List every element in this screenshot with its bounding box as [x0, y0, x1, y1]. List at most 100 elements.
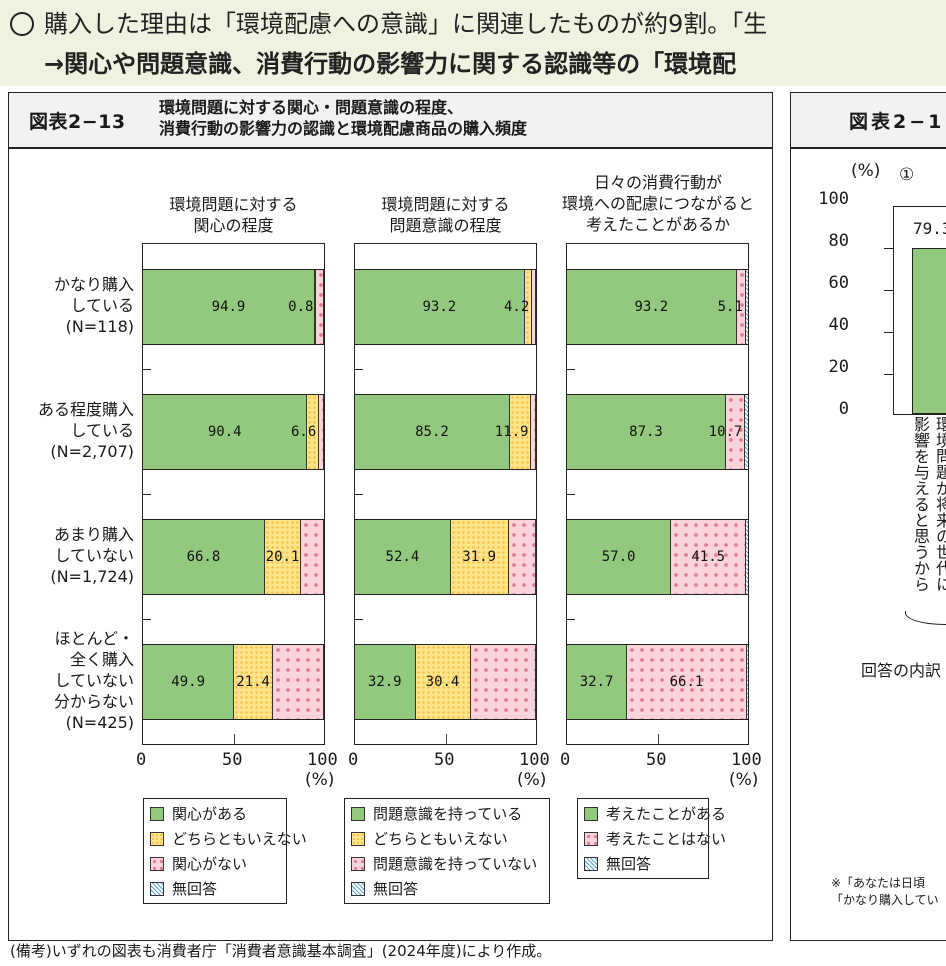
blue-hatched-swatch-icon	[150, 881, 164, 896]
bar-segment-blue	[535, 395, 536, 469]
bar-segment-green: 93.2	[355, 270, 524, 344]
y-tick-mark	[355, 494, 363, 495]
bar-segment-green: 93.2	[567, 270, 736, 344]
bar-value-label: 66.8	[186, 549, 221, 565]
chart-3-title-line: 環境への配慮につながると	[561, 194, 754, 213]
bar-segment-blue	[534, 520, 536, 594]
figure-number: 図表2−1	[849, 111, 945, 133]
x-tick-50: 50	[434, 750, 455, 770]
stacked-bar: 49.9 21.4	[143, 644, 324, 720]
row-label-2: ある程度購入 している (N=2,707)	[38, 399, 134, 462]
row-label-line: ある程度購入	[37, 400, 134, 419]
bar-value-label: 11.9	[494, 424, 529, 440]
chart-1-title-line: 環境問題に対する	[169, 195, 298, 214]
bar-segment-yellow: 6.6	[291, 395, 319, 469]
bar-segment-yellow: 4.2	[504, 270, 532, 344]
x-tick-0: 0	[136, 750, 147, 770]
y-tick-mark	[355, 369, 363, 370]
chart-1-title-line: 関心の程度	[193, 216, 274, 235]
legend-item: どちらともいえない	[150, 826, 307, 851]
bar-value-label: 21.4	[236, 674, 270, 690]
bar-value-label: 4.2	[503, 299, 530, 315]
legend-item: 考えたことがある	[584, 801, 726, 826]
x-unit: (%)	[729, 770, 759, 790]
bar-segment-yellow: 20.1	[263, 520, 301, 594]
x-tick-100: 100	[519, 750, 550, 770]
green-swatch-icon	[150, 806, 164, 821]
headline-line-1: 購入した理由は「環境配慮への意識」に関連したものが約9割。「生	[10, 4, 767, 39]
bar-segment-yellow: 30.4	[414, 645, 470, 719]
bar-segment-pink	[530, 395, 535, 469]
bar-value-label: 85.2	[415, 424, 449, 440]
stacked-bar: 66.8 20.1	[143, 519, 324, 595]
pink-dotted-swatch-icon	[584, 831, 598, 846]
legend-label: 問題意識を持っていない	[373, 855, 538, 873]
bar-segment-pink: 5.1	[718, 270, 745, 344]
bar-value-label: 57.0	[601, 549, 636, 565]
note-line: ※「あなたは日頃	[831, 876, 926, 890]
bar-segment-yellow: 21.4	[233, 645, 272, 719]
bar-value-label: 93.2	[634, 299, 669, 315]
legend-label: 関心がある	[172, 805, 248, 823]
legend-label: 無回答	[606, 855, 652, 873]
legend-label: 無回答	[172, 880, 218, 898]
row-label-line: 分からない	[53, 692, 134, 711]
bar-value-label: 49.9	[171, 674, 205, 690]
pink-dotted-swatch-icon	[150, 856, 164, 871]
x-tick-100: 100	[307, 750, 338, 770]
bar-segment-yellow: 0.8	[288, 270, 316, 344]
green-swatch-icon	[351, 806, 365, 821]
brace-icon	[905, 611, 946, 625]
row-label-line: (N=425)	[65, 713, 134, 732]
row-label-line: していない	[54, 546, 134, 565]
bar-segment-pink	[318, 395, 323, 469]
pink-dotted-swatch-icon	[351, 856, 365, 871]
bar-value-label: 90.4	[207, 424, 242, 440]
bar-segment-blue	[745, 520, 748, 594]
x-tick-50: 50	[646, 750, 667, 770]
x-tick-100: 100	[731, 750, 762, 770]
legend-label: 無回答	[373, 880, 419, 898]
figure-2-1x-panel: 図表2−1 (%) ① 100 80 60 40 20 0 79.3 環境問題が…	[790, 92, 946, 941]
circle-bullet-icon	[10, 12, 34, 36]
right-bar-value: 79.3	[913, 219, 946, 238]
bar-segment-pink	[271, 645, 323, 719]
bar-segment-blue	[323, 645, 324, 719]
figure-title-line-1: 環境問題に対する関心・問題意識の程度、	[159, 98, 464, 117]
bar-value-label: 32.7	[579, 674, 614, 690]
legend-item: 無回答	[150, 876, 280, 901]
bar-segment-blue	[534, 270, 536, 344]
chart-3-legend: 考えたことがある 考えたことはない 無回答	[577, 798, 726, 879]
stacked-bar: 57.0 41.5	[567, 519, 748, 595]
legend-label: 関心がない	[172, 855, 248, 873]
bar-segment-green: 90.4	[143, 395, 307, 469]
x-unit: (%)	[517, 770, 547, 790]
row-label-line: ほとんど・	[54, 629, 134, 648]
legend-item: 無回答	[584, 851, 702, 876]
legend-label: 考えたことがある	[606, 805, 727, 823]
row-label-4: ほとんど・ 全く購入 していない 分からない (N=425)	[54, 628, 134, 733]
row-label-line: している	[70, 421, 134, 440]
chart-1-title: 環境問題に対する 関心の程度	[142, 194, 325, 236]
stacked-bar: 94.9 0.8	[143, 269, 324, 345]
legend-label: 問題意識を持っている	[373, 805, 523, 823]
bar-segment-green: 57.0	[567, 520, 671, 594]
row-label-line: (N=1,724)	[50, 567, 134, 586]
x-unit: (%)	[305, 770, 335, 790]
y-tick-mark	[884, 374, 894, 375]
legend-item: 無回答	[351, 876, 543, 901]
stacked-bar: 90.4 6.6	[143, 394, 324, 470]
footnote: (備考)いずれの図表も消費者庁「消費者意識基本調査」(2024年度)により作成。	[10, 942, 552, 960]
row-label-line: していない	[54, 671, 134, 690]
y-tick-mark	[884, 290, 894, 291]
row-label-line: あまり購入	[53, 525, 134, 544]
bar-segment-blue	[744, 395, 748, 469]
right-chart-bar	[912, 248, 946, 414]
bar-value-label: 87.3	[629, 424, 663, 440]
bar-segment-yellow: 11.9	[495, 395, 531, 469]
bar-value-label: 30.4	[425, 674, 460, 690]
bar-segment-green: 32.9	[355, 645, 415, 719]
x-tick-mark-50	[233, 734, 235, 744]
bar-value-label: 0.8	[288, 299, 314, 315]
y-tick: 60	[828, 273, 849, 293]
